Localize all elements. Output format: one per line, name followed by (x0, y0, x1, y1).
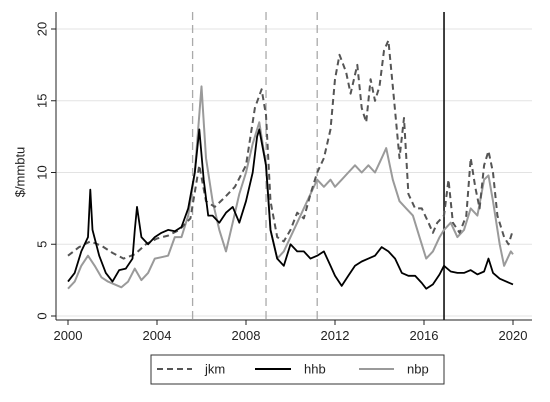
x-tick-label: 2008 (232, 328, 261, 343)
y-tick-label: 20 (35, 22, 50, 36)
x-tick-label: 2020 (499, 328, 528, 343)
series-line-hhb (67, 128, 514, 290)
y-tick-label: 15 (35, 94, 50, 108)
gridlines (56, 28, 532, 317)
y-tick-label: 5 (35, 241, 50, 248)
legend-box (150, 354, 445, 385)
y-tick-label: 0 (35, 312, 50, 319)
x-tick-label: 2004 (143, 328, 172, 343)
x-tick-label: 2000 (54, 328, 83, 343)
axes (51, 12, 532, 325)
y-axis-title: $/mmbtu (13, 147, 28, 198)
y-tick-labels: 0 5 10 15 20 (35, 22, 50, 320)
x-tick-label: 2016 (410, 328, 439, 343)
x-tick-labels: 2000 2004 2008 2012 2016 2020 (54, 328, 528, 343)
series-line-nbp (67, 85, 514, 290)
legend-label-nbp: nbp (407, 362, 429, 377)
series-lines (67, 39, 514, 290)
x-tick-label: 2012 (321, 328, 350, 343)
legend-label-hhb: hhb (304, 362, 326, 377)
legend: jkm hhb nbp (150, 354, 445, 385)
y-tick-label: 10 (35, 165, 50, 179)
legend-label-jkm: jkm (204, 362, 225, 377)
event-lines (191, 12, 445, 320)
series-line-jkm (67, 39, 514, 260)
